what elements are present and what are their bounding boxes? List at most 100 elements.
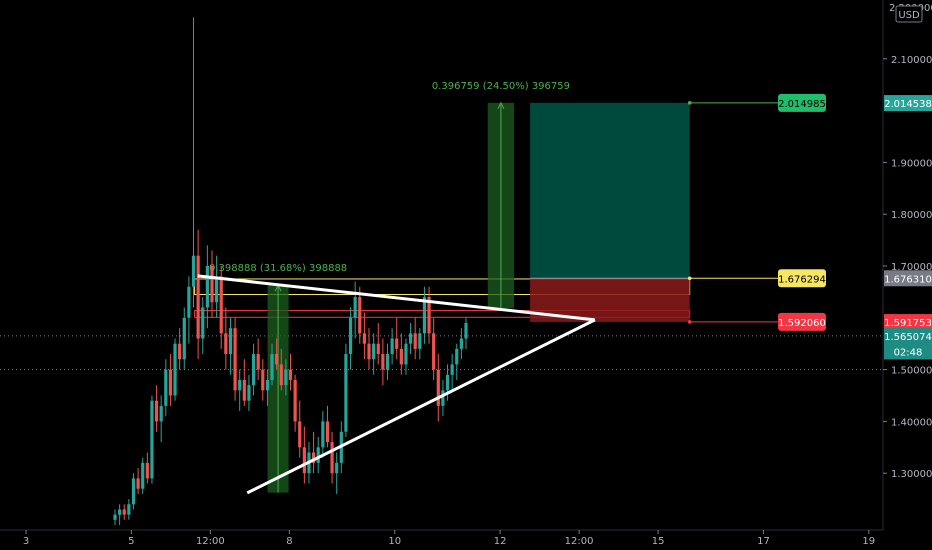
candle-body [279,364,283,386]
candle-body [150,400,154,479]
candle-body [145,462,149,479]
price-axis-tick-label: 1.500000 [891,366,932,377]
candle-body [242,379,246,401]
time-axis-tick-label: 3 [23,536,29,547]
candle-body [201,307,205,339]
price-tag-label: 2.014538 [884,99,932,110]
anchor-point[interactable] [687,101,692,105]
long-position-tool[interactable]: 2.014985 1.676294 1.592060 [530,93,826,331]
candle-body [432,333,436,370]
candle-body [427,297,431,334]
candle-body [168,369,173,396]
time-axis-tick-label: 19 [862,536,875,547]
candle-body [228,328,233,355]
candle-body [381,354,385,370]
stop-price-tag-background [778,312,826,331]
candle-body [154,400,159,422]
time-axis[interactable]: 3 5 12:00 8 10 12 12:00 15 17 19 [23,530,875,547]
price-axis-tags: 2.014538 1.676310 1.591753 1.565074 02:48 [884,95,932,360]
candle-body [316,447,320,463]
time-axis-tick-label: 8 [286,536,292,547]
candlestick-series [113,17,468,525]
candle-body [219,276,223,334]
candle-body [270,354,274,380]
candle-body [275,354,279,365]
candle-body [459,338,463,349]
currency-badge[interactable]: USD [895,5,923,23]
candle-body [344,354,348,432]
candle-body [445,374,450,391]
price-tag-background [884,327,932,344]
candle-body [408,333,413,344]
price-tag-background [884,95,932,112]
candle-body [164,369,168,406]
candle-body [191,255,196,287]
entry-price-tag: 1.676294 [778,274,826,285]
candle-body [233,328,237,391]
anchor-point[interactable] [687,320,692,324]
candle-body [187,286,191,318]
candle-body [348,317,353,355]
candle-body [441,390,445,406]
candle-body [464,322,468,339]
price-range-measurements[interactable]: 0.398888 (31.68%) 398888 0.396759 (24.50%… [209,81,570,493]
candle-body [141,462,145,489]
candle-body [210,266,214,303]
price-tag-background [884,343,932,360]
measure-arrowhead [497,101,505,110]
candle-body [325,421,330,443]
candle-body [367,343,371,360]
time-axis-tick-label: 15 [652,536,665,547]
candle-body [353,297,357,318]
candle-body [288,369,293,380]
candle-body [372,343,376,360]
candle-body [450,364,454,375]
candle-body [159,405,163,422]
price-tag-label: 1.565074 [884,332,932,343]
candle-body [261,369,265,391]
triangle-lower-line[interactable] [246,318,596,495]
candle-body [418,333,422,349]
candle-body [256,354,260,370]
time-axis-tick-label: 10 [388,536,401,547]
entry-price-tag-background [778,269,826,288]
candle-body [436,369,440,406]
candle-body [395,338,399,349]
candle-body [284,369,288,386]
time-axis-tick-label: 12:00 [565,536,594,547]
candle-body [265,379,270,391]
candle-body [321,421,325,448]
candle-body [251,354,256,386]
candle-body [376,343,380,355]
candle-body [118,509,122,515]
price-axis-tick-label: 1.300000 [891,469,932,480]
price-level-lines [0,335,883,371]
candle-body [413,333,417,349]
candle-body [390,338,394,355]
candle-body [404,343,408,365]
time-axis-tick-label: 12:00 [196,536,225,547]
price-axis-tick-label: 1.400000 [891,417,932,428]
candle-body [335,462,339,474]
currency-label: USD [898,10,920,21]
candle-body [113,514,117,520]
triangle-upper-line[interactable] [197,274,596,322]
price-axis-tick-label: 2.100000 [891,55,932,66]
candle-body [178,343,182,360]
candle-body [247,385,251,401]
time-axis-tick-label: 5 [128,536,134,547]
profit-zone[interactable] [530,102,690,279]
triangle-pattern-lines[interactable] [197,274,596,495]
time-axis-tick-label: 17 [757,536,770,547]
candle-body [311,452,316,463]
candle-body [122,509,126,515]
price-axis[interactable]: 2.2000002.1000001.9000001.8000001.700000… [883,3,932,480]
stop-price-tag: 1.592060 [778,318,826,329]
anchor-point[interactable] [687,276,692,281]
measure-label: 0.396759 (24.50%) 396759 [432,81,570,92]
measure-label: 0.398888 (31.68%) 398888 [209,263,347,274]
candle-body [302,447,306,474]
candle-body [358,297,362,334]
price-axis-tick-label: 1.800000 [891,210,932,221]
